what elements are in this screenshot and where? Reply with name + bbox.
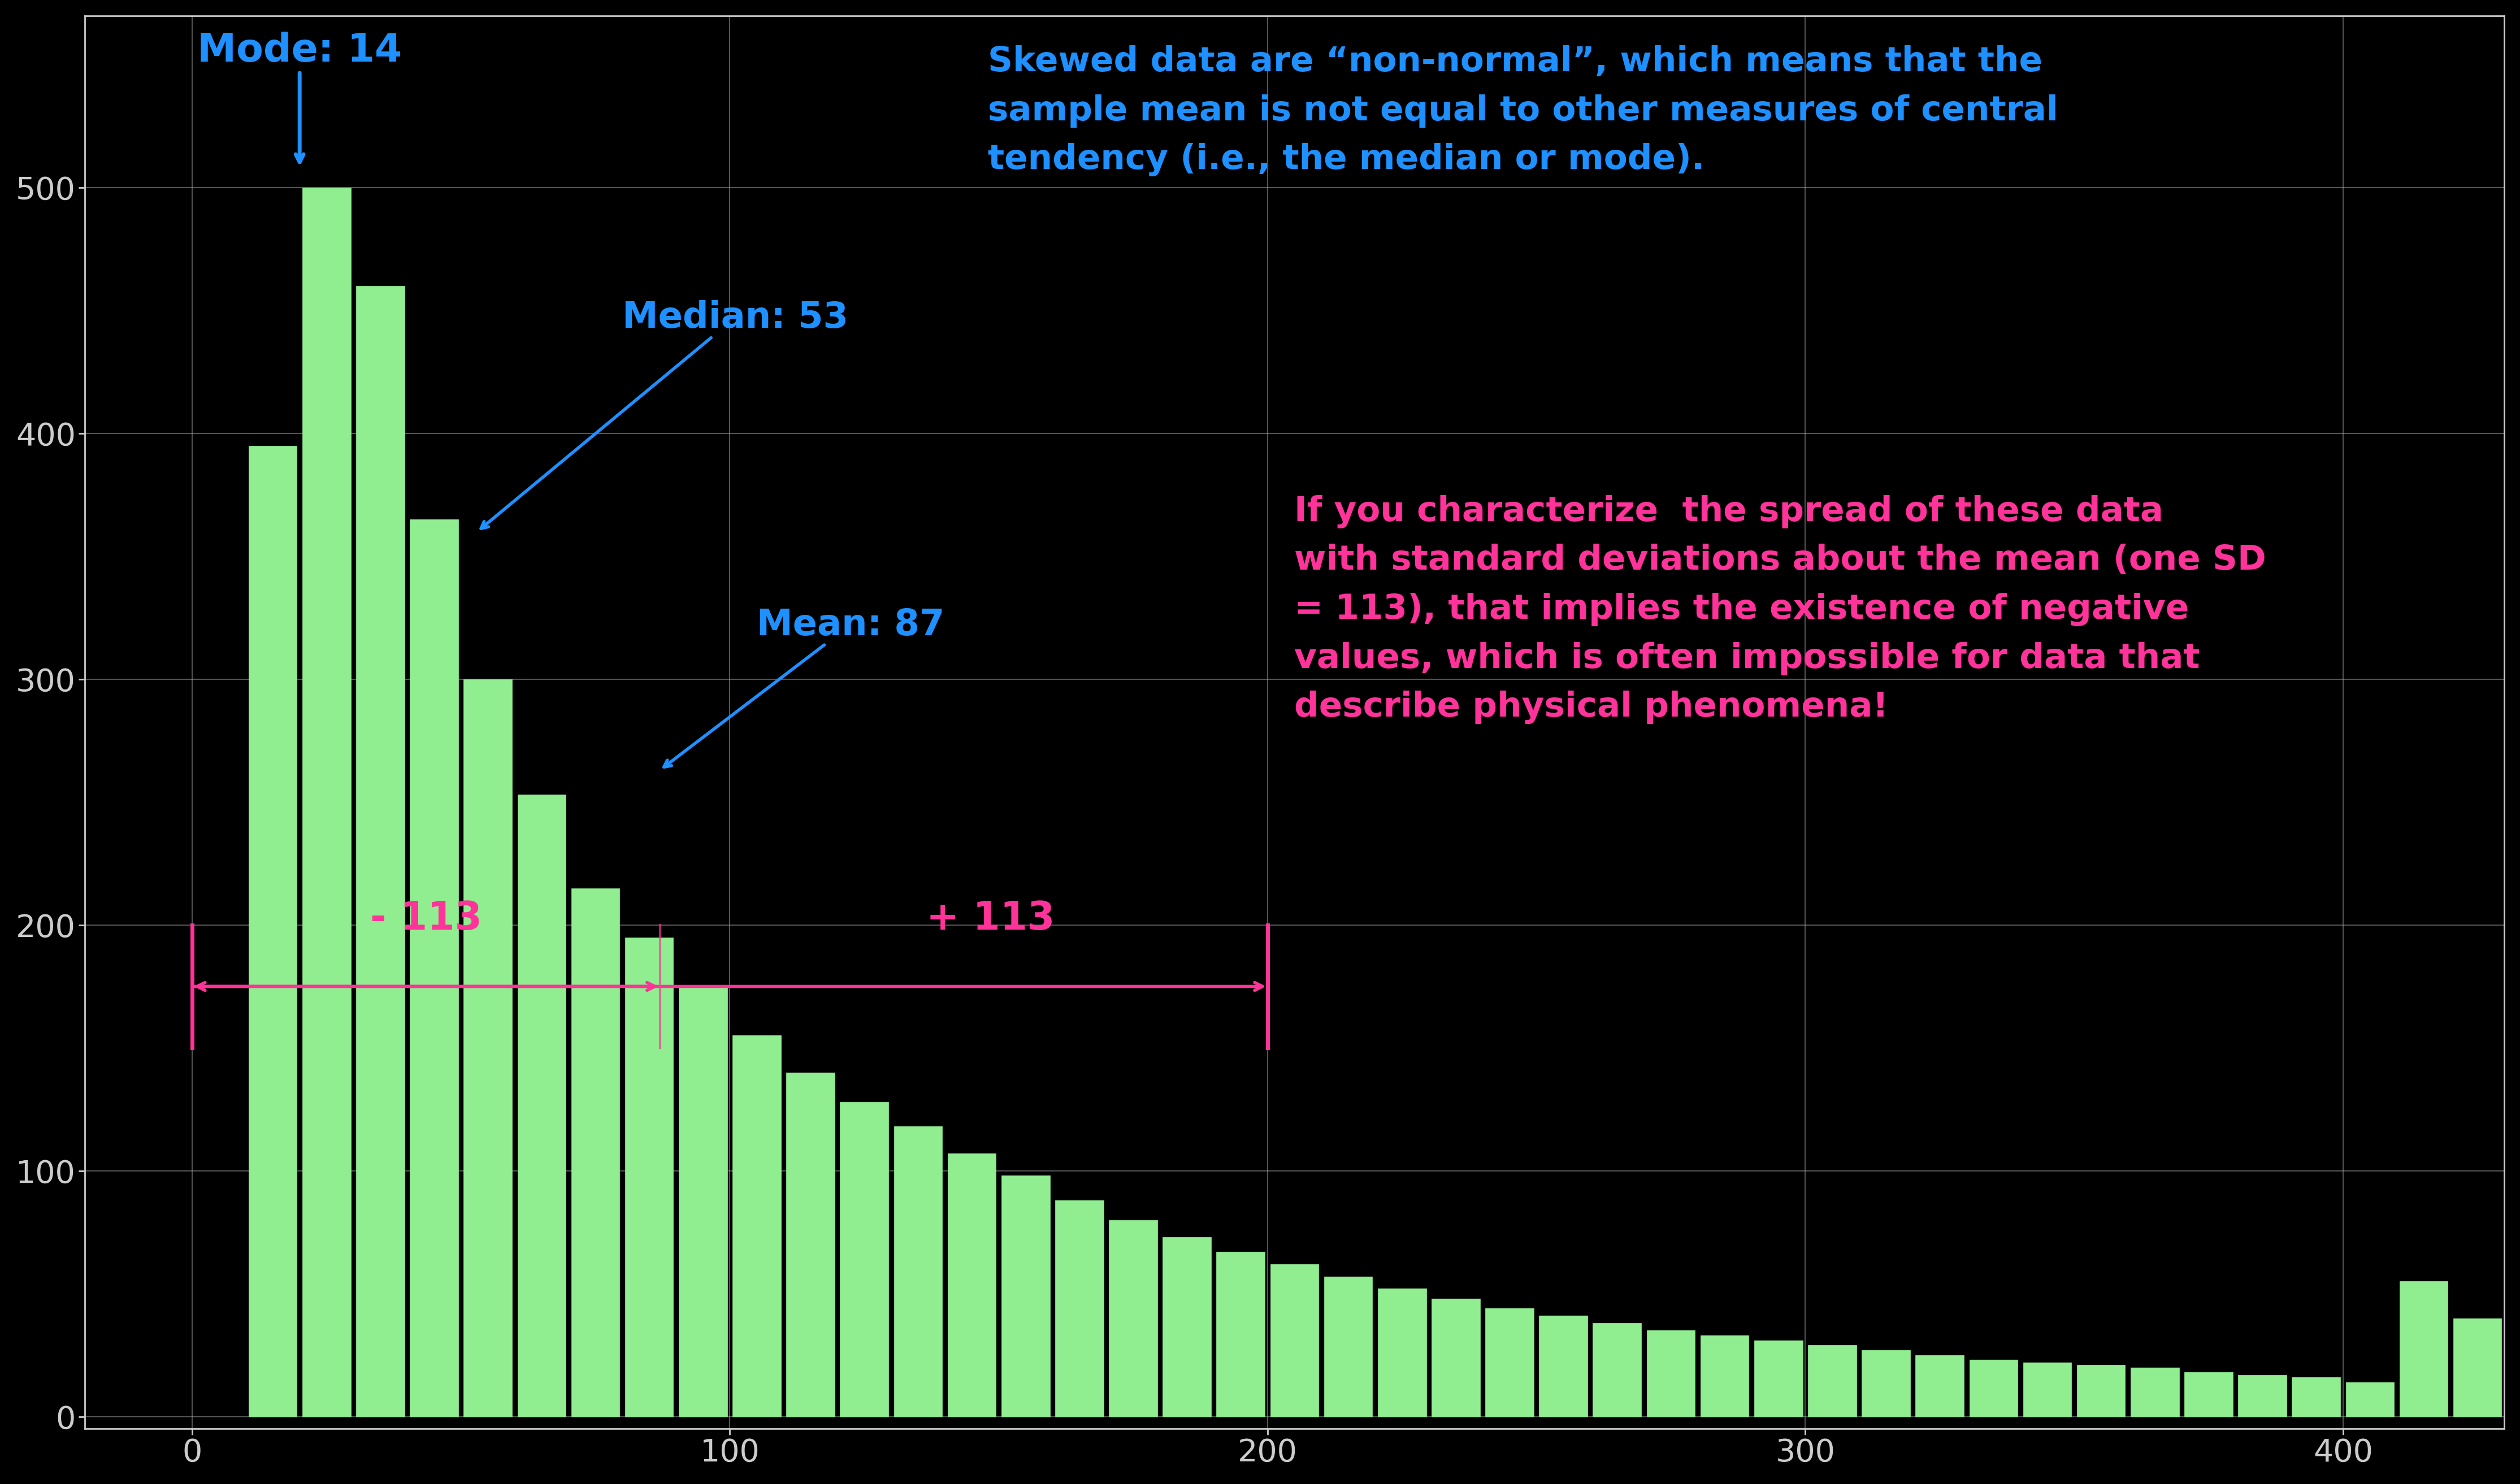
Text: - 113: - 113 — [370, 899, 481, 938]
Bar — [1915, 1355, 1963, 1416]
Text: + 113: + 113 — [927, 899, 1056, 938]
Bar — [1754, 1340, 1802, 1416]
Bar — [1807, 1345, 1857, 1416]
Bar — [1593, 1324, 1641, 1416]
Bar — [355, 286, 406, 1416]
Bar — [2185, 1373, 2233, 1416]
Bar — [1540, 1316, 1588, 1416]
Text: If you characterize  the spread of these data
with standard deviations about the: If you characterize the spread of these … — [1295, 494, 2265, 724]
Bar — [411, 519, 459, 1416]
Bar — [1646, 1331, 1696, 1416]
Bar — [2238, 1374, 2286, 1416]
Bar — [1162, 1238, 1212, 1416]
Bar — [895, 1126, 942, 1416]
Bar — [2129, 1367, 2180, 1416]
Bar — [1270, 1264, 1318, 1416]
Bar — [2346, 1382, 2394, 1416]
Bar — [1968, 1359, 2019, 1416]
Bar — [2399, 1281, 2447, 1416]
Bar — [839, 1103, 890, 1416]
Bar — [2507, 1343, 2520, 1416]
Bar — [1378, 1288, 1426, 1416]
Bar — [1056, 1201, 1104, 1416]
Bar — [1484, 1309, 1535, 1416]
Bar — [948, 1153, 995, 1416]
Bar — [2024, 1362, 2071, 1416]
Bar — [572, 887, 620, 1416]
Text: Median: 53: Median: 53 — [481, 300, 849, 528]
Bar — [2291, 1377, 2341, 1416]
Bar — [517, 795, 567, 1416]
Bar — [464, 680, 512, 1416]
Bar — [786, 1073, 834, 1416]
Bar — [625, 938, 673, 1416]
Bar — [2452, 1318, 2502, 1416]
Bar — [302, 187, 350, 1416]
Text: Skewed data are “non-normal”, which means that the
sample mean is not equal to o: Skewed data are “non-normal”, which mean… — [988, 45, 2059, 177]
Bar — [1431, 1298, 1479, 1416]
Text: Mean: 87: Mean: 87 — [663, 607, 945, 767]
Bar — [249, 445, 297, 1416]
Bar — [2076, 1365, 2124, 1416]
Bar — [678, 987, 728, 1416]
Bar — [733, 1036, 781, 1416]
Text: Mode: 14: Mode: 14 — [197, 31, 403, 162]
Bar — [1701, 1336, 1749, 1416]
Bar — [1000, 1175, 1051, 1416]
Bar — [1323, 1276, 1373, 1416]
Bar — [1217, 1252, 1265, 1416]
Bar — [1109, 1220, 1157, 1416]
Bar — [1862, 1350, 1910, 1416]
